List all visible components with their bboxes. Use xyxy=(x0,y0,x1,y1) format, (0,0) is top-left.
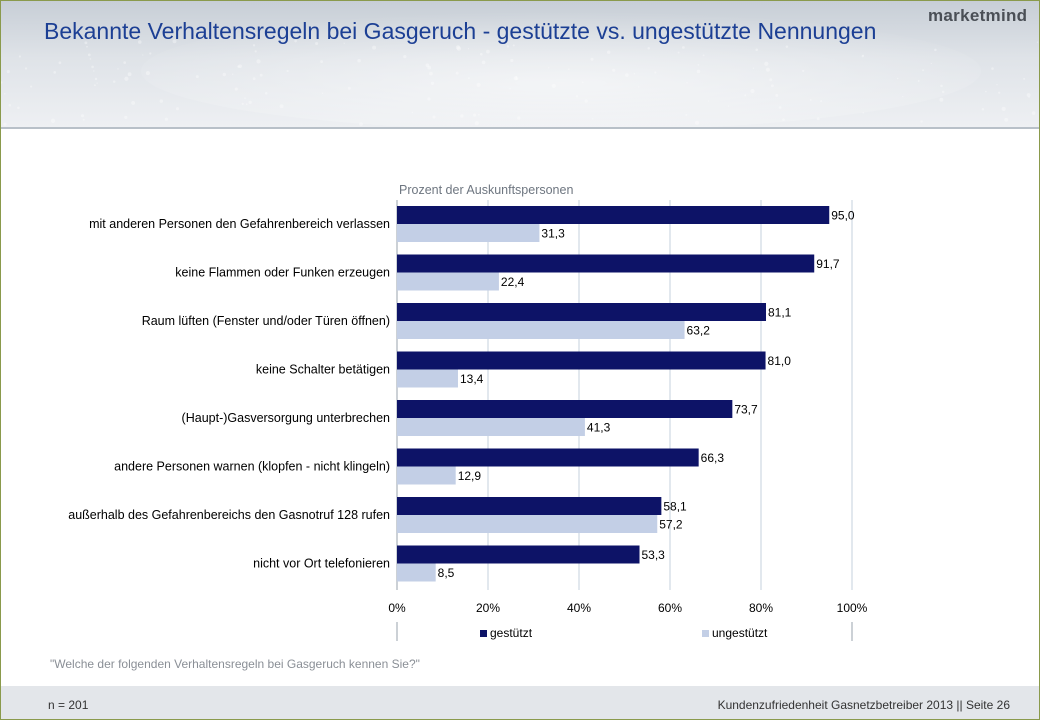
category-label: keine Schalter betätigen xyxy=(256,363,390,377)
tick-labels: 0% 20% 40% 60% 80% 100% xyxy=(388,601,867,615)
data-label: 57,2 xyxy=(659,518,683,532)
data-label: 53,3 xyxy=(642,548,666,562)
footer-band xyxy=(1,686,1039,719)
bar-ungestuetzt xyxy=(397,466,456,485)
tick-label: 60% xyxy=(658,601,682,615)
legend-label: gestützt xyxy=(490,626,533,640)
category-label: (Haupt-)Gasversorgung unterbrechen xyxy=(182,411,390,425)
legend-swatch xyxy=(702,630,709,637)
survey-question: "Welche der folgenden Verhaltensregeln b… xyxy=(50,657,420,671)
tick-label: 100% xyxy=(837,601,868,615)
data-label: 91,7 xyxy=(816,257,840,271)
bar-ungestuetzt xyxy=(397,563,436,582)
axis-title: Prozent der Auskunftspersonen xyxy=(399,183,573,197)
data-label: 81,1 xyxy=(768,306,792,320)
footer-source: Kundenzufriedenheit Gasnetzbetreiber 201… xyxy=(717,698,1010,712)
tick-label: 40% xyxy=(567,601,591,615)
header-texture xyxy=(1,11,1039,128)
bar-ungestuetzt xyxy=(397,272,499,291)
bar-gestuetzt xyxy=(397,254,815,273)
category-label: nicht vor Ort telefonieren xyxy=(253,557,390,571)
bar-ungestuetzt xyxy=(397,224,540,242)
data-label: 41,3 xyxy=(587,421,611,435)
data-label: 73,7 xyxy=(734,403,758,417)
header-band xyxy=(1,1,1039,128)
bar-ungestuetzt xyxy=(397,369,458,388)
data-label: 13,4 xyxy=(460,372,484,386)
brand-logo: marketmind xyxy=(928,6,1028,25)
data-label: 8,5 xyxy=(438,566,455,580)
bar-gestuetzt xyxy=(397,497,662,515)
data-label: 31,3 xyxy=(541,227,565,241)
bar-gestuetzt xyxy=(397,448,699,467)
bar-gestuetzt xyxy=(397,303,767,321)
data-label: 66,3 xyxy=(701,451,725,465)
category-label: keine Flammen oder Funken erzeugen xyxy=(175,266,390,280)
legend-swatch xyxy=(480,630,487,637)
tick-label: 80% xyxy=(749,601,773,615)
bar-gestuetzt xyxy=(397,545,640,564)
data-label: 95,0 xyxy=(831,209,855,223)
legend: gestützt ungestützt xyxy=(396,622,853,641)
data-label: 81,0 xyxy=(768,354,792,368)
bar-ungestuetzt xyxy=(397,418,585,436)
legend-label: ungestützt xyxy=(712,626,768,640)
category-label: andere Personen warnen (klopfen - nicht … xyxy=(114,460,390,474)
category-label: außerhalb des Gefahrenbereichs den Gasno… xyxy=(68,508,390,522)
bar-gestuetzt xyxy=(397,206,830,224)
data-label: 22,4 xyxy=(501,275,525,289)
bars: 95,0 31,3 91,7 22,4 81,1 63,2 81,0 13,4 73,7 41,3… xyxy=(397,206,855,582)
bar-ungestuetzt xyxy=(397,515,658,533)
category-label: Raum lüften (Fenster und/oder Türen öffn… xyxy=(142,314,390,328)
tick-label: 20% xyxy=(476,601,500,615)
sample-size: n = 201 xyxy=(48,698,89,712)
data-label: 63,2 xyxy=(687,324,711,338)
bar-gestuetzt xyxy=(397,400,733,418)
bar-gestuetzt xyxy=(397,351,766,370)
header-divider xyxy=(1,127,1039,129)
data-label: 58,1 xyxy=(663,500,687,514)
data-label: 12,9 xyxy=(458,469,482,483)
tick-label: 0% xyxy=(388,601,406,615)
bar-ungestuetzt xyxy=(397,321,685,339)
category-label: mit anderen Personen den Gefahrenbereich… xyxy=(89,217,390,231)
category-labels: mit anderen Personen den Gefahrenbereich… xyxy=(68,217,390,571)
page-title: Bekannte Verhaltensregeln bei Gasgeruch … xyxy=(44,18,877,44)
